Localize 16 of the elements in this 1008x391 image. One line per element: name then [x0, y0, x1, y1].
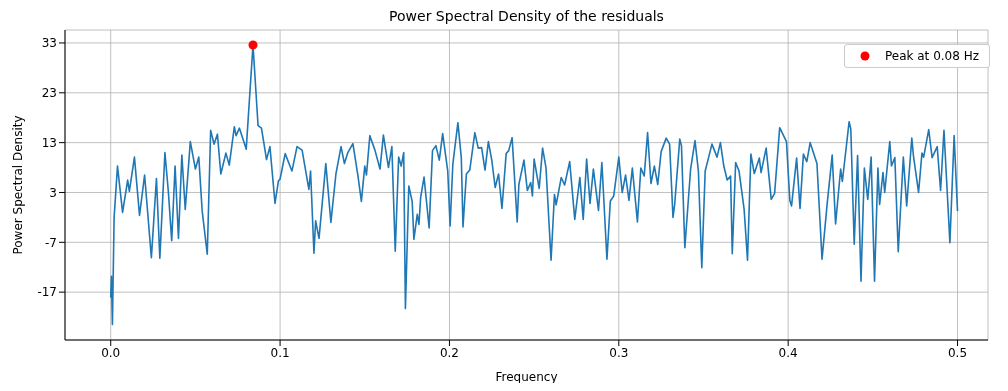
legend-label: Peak at 0.08 Hz — [884, 49, 979, 63]
y-tick-label: 23 — [41, 86, 57, 101]
x-tick-label: 0.2 — [439, 345, 459, 360]
x-tick-label: 0.1 — [270, 345, 290, 360]
y-axis-title: Power Spectral Density — [11, 115, 26, 255]
y-tick-label: 13 — [41, 135, 57, 150]
x-tick-label: 0.4 — [778, 345, 798, 360]
x-tick-label: 0.5 — [947, 345, 968, 360]
x-tick-label: 0.3 — [609, 345, 629, 360]
y-tick-label: -7 — [45, 235, 57, 250]
y-tick-label: 33 — [41, 36, 57, 51]
x-tick-label: 0.0 — [101, 345, 121, 360]
y-tick-label: -17 — [37, 285, 57, 300]
y-tick-label: 3 — [49, 185, 57, 200]
x-axis-title: Frequency — [495, 370, 558, 384]
chart-title: Power Spectral Density of the residuals — [388, 8, 665, 24]
